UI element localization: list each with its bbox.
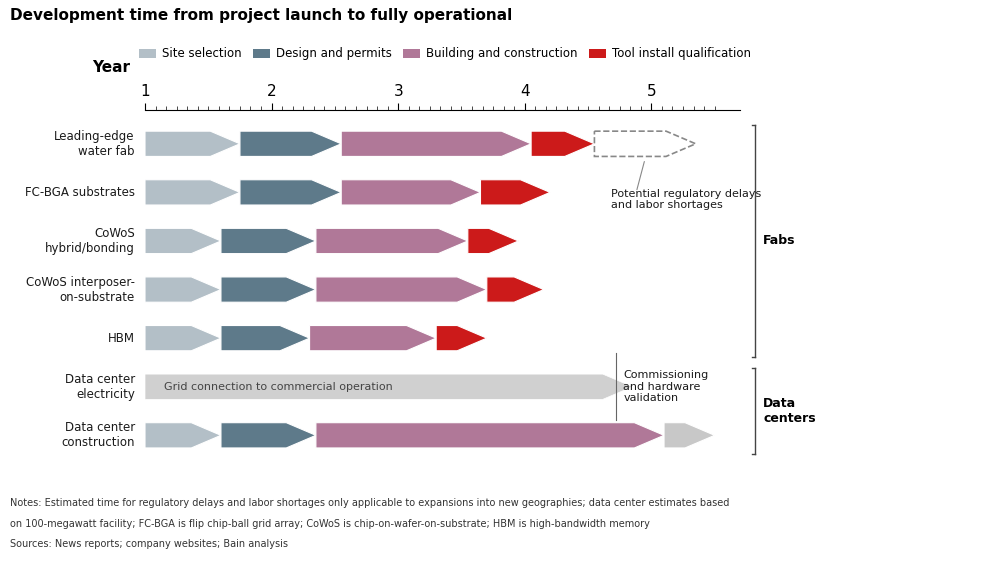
Polygon shape — [468, 229, 518, 253]
Polygon shape — [480, 180, 550, 205]
Polygon shape — [145, 131, 240, 157]
Polygon shape — [240, 131, 341, 157]
Polygon shape — [316, 423, 664, 448]
Polygon shape — [145, 180, 240, 205]
Polygon shape — [664, 423, 715, 448]
Polygon shape — [341, 180, 480, 205]
Polygon shape — [145, 374, 632, 399]
Text: Potential regulatory delays
and labor shortages: Potential regulatory delays and labor sh… — [611, 189, 761, 211]
Text: Leading-edge
water fab: Leading-edge water fab — [54, 130, 135, 158]
Text: Commissioning
and hardware
validation: Commissioning and hardware validation — [623, 370, 709, 403]
Polygon shape — [531, 131, 594, 157]
Text: on 100-megawatt facility; FC-BGA is flip chip-ball grid array; CoWoS is chip-on-: on 100-megawatt facility; FC-BGA is flip… — [10, 519, 650, 529]
Polygon shape — [221, 229, 316, 253]
Text: Data center
construction: Data center construction — [61, 421, 135, 449]
Polygon shape — [240, 180, 341, 205]
Text: CoWoS
hybrid/bonding: CoWoS hybrid/bonding — [45, 227, 135, 255]
Text: Development time from project launch to fully operational: Development time from project launch to … — [10, 8, 512, 24]
Text: Notes: Estimated time for regulatory delays and labor shortages only applicable : Notes: Estimated time for regulatory del… — [10, 498, 729, 508]
Text: Sources: News reports; company websites; Bain analysis: Sources: News reports; company websites;… — [10, 539, 288, 549]
Legend: Site selection, Design and permits, Building and construction, Tool install qual: Site selection, Design and permits, Buil… — [135, 42, 755, 65]
Polygon shape — [145, 325, 221, 351]
Text: Year: Year — [92, 60, 130, 75]
Text: HBM: HBM — [108, 332, 135, 345]
Polygon shape — [221, 325, 310, 351]
Polygon shape — [145, 277, 221, 302]
Polygon shape — [221, 277, 316, 302]
Polygon shape — [341, 131, 531, 157]
Polygon shape — [310, 325, 436, 351]
Polygon shape — [316, 277, 487, 302]
Polygon shape — [487, 277, 544, 302]
Text: Data
centers: Data centers — [763, 397, 816, 425]
Text: Fabs: Fabs — [763, 234, 796, 248]
Polygon shape — [316, 229, 468, 253]
Text: FC-BGA substrates: FC-BGA substrates — [25, 186, 135, 199]
Text: CoWoS interposer-
on-substrate: CoWoS interposer- on-substrate — [26, 275, 135, 303]
Polygon shape — [145, 423, 221, 448]
Polygon shape — [436, 325, 487, 351]
Text: Grid connection to commercial operation: Grid connection to commercial operation — [164, 382, 393, 392]
Polygon shape — [145, 229, 221, 253]
Polygon shape — [221, 423, 316, 448]
Text: Data center
electricity: Data center electricity — [65, 373, 135, 401]
